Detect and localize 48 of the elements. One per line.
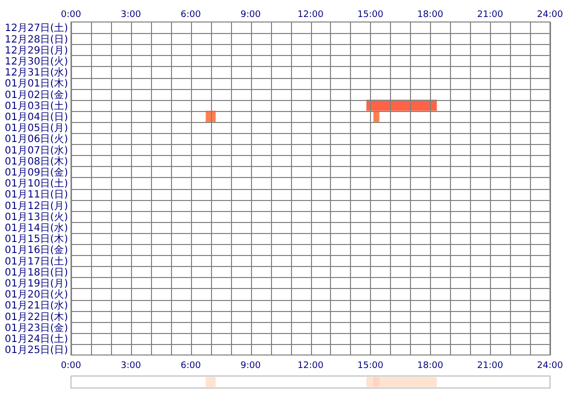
y-tick-label: 01月25日(日) <box>4 345 68 356</box>
y-tick-label: 01月07日(水) <box>4 144 68 156</box>
x-tick-label: 9:00 <box>240 10 261 20</box>
x-tick-label: 18:00 <box>417 10 444 20</box>
y-tick-label: 01月09日(金) <box>4 166 68 178</box>
y-tick-label: 12月31日(水) <box>4 66 68 79</box>
y-tick-label: 01月22日(木) <box>4 310 68 323</box>
x-tick-label: 3:00 <box>120 10 142 20</box>
y-tick-label: 01月03日(土) <box>4 100 68 112</box>
y-tick-label: 01月01日(木) <box>4 78 68 90</box>
y-tick-label: 12月28日(日) <box>4 34 68 46</box>
y-tick-label: 12月29日(月) <box>4 45 68 56</box>
y-tick-label: 01月08日(木) <box>4 155 68 168</box>
x2-tick-label: 12:00 <box>298 361 324 371</box>
x-tick-label: 12:00 <box>298 10 324 20</box>
y-tick-label: 01月13日(火) <box>4 210 68 223</box>
x2-tick-label: 24:00 <box>537 361 564 371</box>
y-tick-label: 12月27日(土) <box>4 22 68 34</box>
y-tick-label: 01月02日(金) <box>4 88 68 101</box>
y-tick-label: 01月18日(日) <box>4 267 68 278</box>
y-tick-label: 01月05日(月) <box>4 123 68 134</box>
y-tick-label: 01月12日(月) <box>4 200 68 212</box>
y-tick-label: 12月30日(火) <box>4 55 68 68</box>
y-tick-label: 01月10日(土) <box>4 178 68 190</box>
y-tick-label: 01月16日(金) <box>4 244 68 256</box>
x2-tick-label: 0:00 <box>60 361 82 371</box>
x2-tick-label: 9:00 <box>240 361 261 371</box>
x2-tick-label: 15:00 <box>357 361 384 371</box>
y-tick-label: 01月15日(木) <box>4 233 68 246</box>
y-tick-label: 01月19日(月) <box>4 278 68 290</box>
y-tick-label: 01月23日(金) <box>4 322 68 334</box>
x2-tick-label: 21:00 <box>477 361 504 371</box>
y-tick-label: 01月20日(火) <box>4 288 68 301</box>
y-tick-label: 01月21日(水) <box>4 300 68 312</box>
x2-tick-label: 6:00 <box>180 361 202 371</box>
x-tick-label: 6:00 <box>180 10 202 20</box>
x2-tick-label: 3:00 <box>120 361 142 371</box>
x-tick-label: 21:00 <box>477 10 504 20</box>
y-tick-label: 01月11日(日) <box>4 190 68 201</box>
x-tick-label: 24:00 <box>537 10 564 20</box>
y-tick-label: 01月06日(火) <box>4 133 68 146</box>
x-tick-label: 15:00 <box>357 10 384 20</box>
x-tick-label: 0:00 <box>60 10 82 20</box>
x2-tick-label: 18:00 <box>417 361 444 371</box>
y-tick-label: 01月24日(土) <box>4 332 68 345</box>
y-tick-label: 01月04日(日) <box>4 112 68 123</box>
y-tick-label: 01月17日(土) <box>4 255 68 268</box>
y-tick-label: 01月14日(水) <box>4 222 68 234</box>
